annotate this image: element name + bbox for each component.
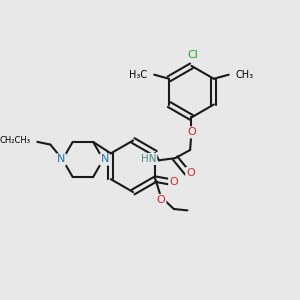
Text: H₃C: H₃C (129, 70, 147, 80)
Text: N: N (57, 154, 65, 164)
Text: N: N (100, 154, 109, 164)
Text: CH₂CH₃: CH₂CH₃ (0, 136, 31, 145)
Text: O: O (169, 177, 178, 187)
Text: HN: HN (141, 154, 156, 164)
Text: O: O (187, 128, 196, 137)
Text: O: O (186, 168, 195, 178)
Text: CH₃: CH₃ (236, 70, 253, 80)
Text: Cl: Cl (188, 50, 198, 60)
Text: O: O (157, 195, 165, 205)
